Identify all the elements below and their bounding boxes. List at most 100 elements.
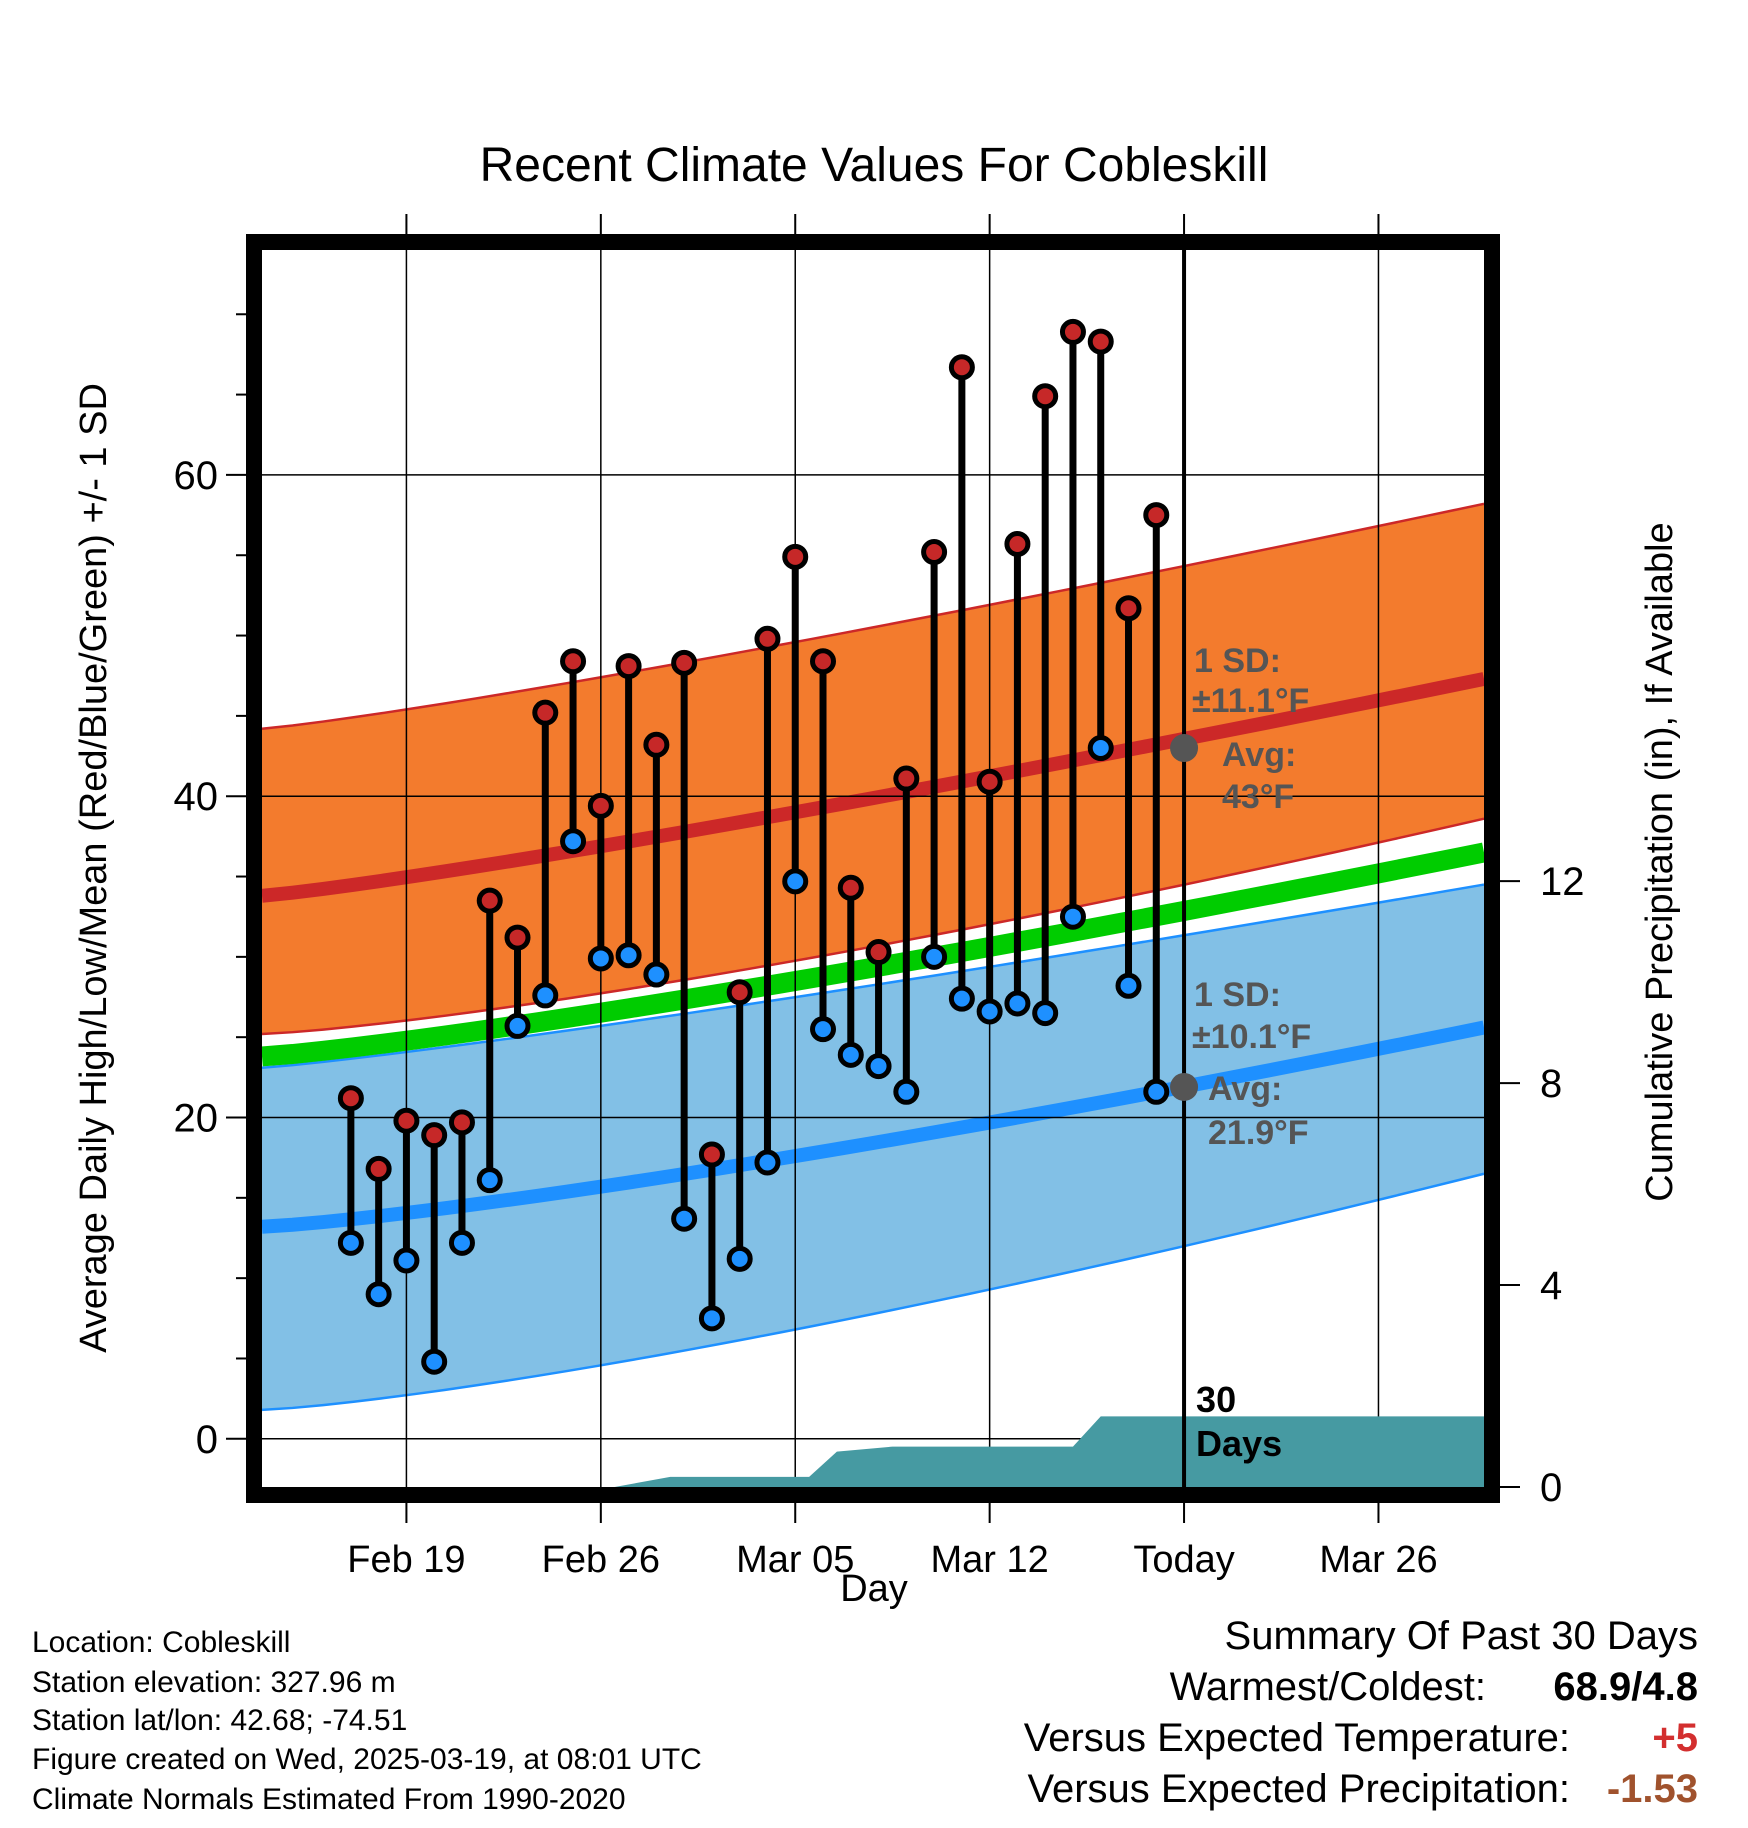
meta-elevation: Station elevation: 327.96 m [32, 1666, 396, 1699]
daily-low-point [754, 1149, 781, 1176]
plot-border [246, 234, 1500, 1503]
y2-tick-label: 8 [1540, 1062, 1562, 1106]
daily-low-point [393, 1247, 420, 1274]
daily-high-point [615, 653, 642, 680]
today-days-label-line: Days [1196, 1423, 1282, 1464]
today-low-avg-marker [1170, 1072, 1199, 1101]
daily-low-point [671, 1205, 698, 1232]
y2-tick-label: 12 [1540, 860, 1585, 904]
x-tick-label: Mar 05 [736, 1539, 854, 1581]
daily-low-point [476, 1167, 503, 1194]
x-axis-label: Day [840, 1568, 908, 1610]
y-axis-label: Average Daily High/Low/Mean (Red/Blue/Gr… [73, 383, 115, 1353]
daily-high-point [643, 731, 670, 758]
daily-low-point [1032, 1000, 1059, 1027]
daily-bars [337, 318, 1170, 1375]
high-sd-label: 1 SD: [1194, 642, 1281, 680]
daily-low-point [587, 945, 614, 972]
daily-low-point [615, 942, 642, 969]
plot-frame [246, 234, 1500, 1503]
daily-low-point [726, 1245, 753, 1272]
daily-low-point [976, 998, 1003, 1025]
normal-bands [261, 502, 1486, 1412]
daily-high-point [698, 1141, 725, 1168]
daily-high-point [726, 979, 753, 1006]
daily-low-point [560, 828, 587, 855]
daily-high-point [1087, 328, 1114, 355]
x-tick-label: Feb 19 [347, 1539, 465, 1581]
x-tick-label: Feb 26 [542, 1539, 660, 1581]
y-tick-label: 60 [174, 454, 219, 498]
high-sd-value: ±11.1°F [1192, 682, 1309, 720]
daily-high-point [1115, 595, 1142, 622]
daily-high-point [365, 1155, 392, 1182]
daily-high-point [671, 649, 698, 676]
y2-tick-label: 0 [1540, 1466, 1562, 1510]
today-high-avg-marker [1170, 734, 1199, 763]
today-days-label: 30 Days [1196, 1379, 1282, 1464]
daily-low-point [532, 982, 559, 1009]
low-sd-label: 1 SD: [1194, 976, 1281, 1014]
daily-low-point [448, 1229, 475, 1256]
daily-high-point [921, 539, 948, 566]
x-tick-label: Mar 12 [931, 1539, 1049, 1581]
x-tick-label: Today [1133, 1539, 1234, 1581]
daily-high-point [476, 887, 503, 914]
y-tick-label: 0 [196, 1418, 218, 1462]
daily-low-point [1143, 1078, 1170, 1105]
daily-high-point [893, 765, 920, 792]
meta-location: Location: Cobleskill [32, 1626, 291, 1659]
meta-normals: Climate Normals Estimated From 1990-2020 [32, 1783, 626, 1816]
mean-normal-line [261, 842, 1486, 1067]
high-avg-value: 43°F [1222, 778, 1294, 816]
daily-low-point [810, 1016, 837, 1043]
summary-temp-label: Versus Expected Temperature: [1023, 1716, 1570, 1760]
y2-axis-label: Cumulative Precipitation (in), If Availa… [1639, 522, 1681, 1201]
daily-low-point [504, 1012, 531, 1039]
high-normal-line [261, 672, 1486, 903]
daily-high-point [421, 1122, 448, 1149]
daily-low-point [837, 1041, 864, 1068]
daily-low-point [1087, 735, 1114, 762]
daily-high-point [810, 648, 837, 675]
daily-low-point [698, 1305, 725, 1332]
daily-high-point [865, 939, 892, 966]
high-sd-band [262, 503, 1484, 1034]
daily-high-point [1032, 383, 1059, 410]
y-tick-label: 40 [174, 775, 219, 819]
summary-warm-cold-label: Warmest/Coldest: [1169, 1665, 1486, 1709]
daily-low-point [1115, 972, 1142, 999]
daily-low-point [921, 943, 948, 970]
daily-low-point [421, 1348, 448, 1375]
daily-low-point [337, 1229, 364, 1256]
summary-precip-value: -1.53 [1606, 1767, 1698, 1811]
summary-temp-value: +5 [1652, 1716, 1698, 1760]
low-avg-value: 21.9°F [1208, 1114, 1309, 1152]
daily-high-point [782, 543, 809, 570]
daily-high-point [1059, 318, 1086, 345]
summary-warm-cold-value: 68.9/4.8 [1553, 1665, 1698, 1709]
daily-high-point [337, 1085, 364, 1112]
daily-low-point [1059, 903, 1086, 930]
summary-title: Summary Of Past 30 Days [1224, 1614, 1698, 1658]
meta-created: Figure created on Wed, 2025-03-19, at 08… [32, 1743, 702, 1776]
y-tick-label: 20 [174, 1097, 219, 1141]
daily-high-point [532, 699, 559, 726]
low-sd-value: ±10.1°F [1192, 1018, 1311, 1056]
daily-low-point [782, 868, 809, 895]
daily-high-point [1004, 530, 1031, 557]
daily-high-point [448, 1109, 475, 1136]
daily-low-point [1004, 990, 1031, 1017]
high-avg-label: Avg: [1222, 736, 1296, 774]
high-sd-band-upper-edge [261, 502, 1485, 730]
chart-title: Recent Climate Values For Cobleskill [479, 139, 1269, 192]
daily-high-point [976, 768, 1003, 795]
daily-high-point [1143, 502, 1170, 529]
low-sd-band-upper-edge [261, 883, 1485, 1069]
precip-cumulative-area [614, 1416, 1484, 1487]
daily-high-point [837, 874, 864, 901]
axes: 0 20 40 60 0 4 8 12 Feb 19 Feb 26 Mar 05 Mar 12 Toda… [73, 214, 1681, 1581]
daily-low-point [365, 1281, 392, 1308]
